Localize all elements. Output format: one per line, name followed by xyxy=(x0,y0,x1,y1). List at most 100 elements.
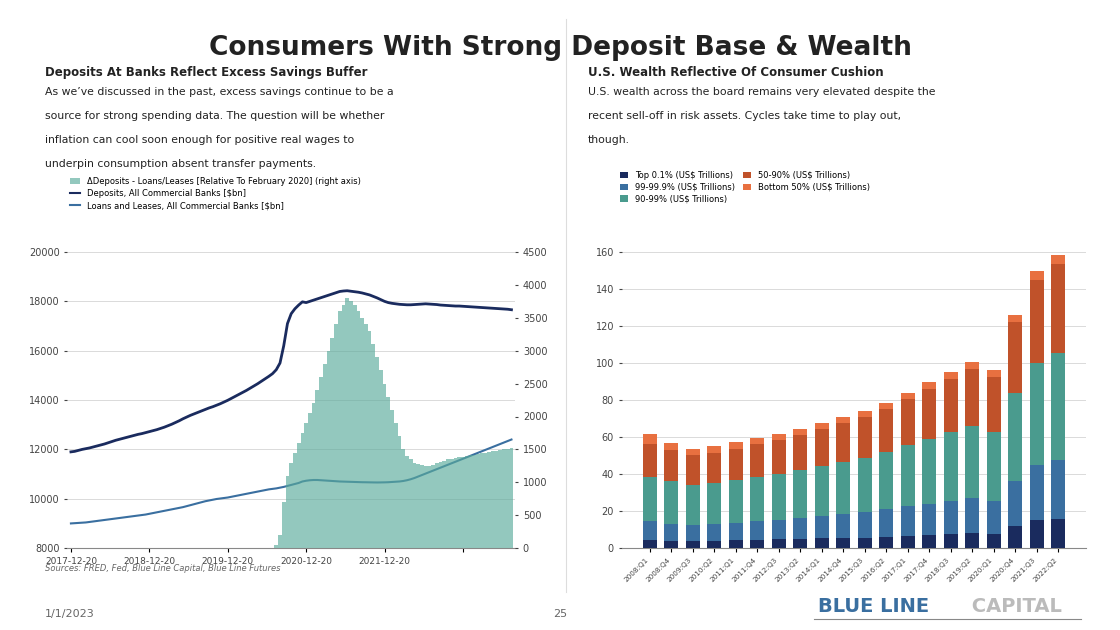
Bar xyxy=(1008,526,1023,548)
Bar xyxy=(308,413,311,548)
Bar xyxy=(510,448,513,548)
Bar xyxy=(420,465,423,548)
Bar xyxy=(837,416,850,423)
Bar xyxy=(793,518,808,539)
Text: inflation can cool soon enough for positive real wages to: inflation can cool soon enough for posit… xyxy=(45,135,354,145)
Text: Consumers With Strong Deposit Base & Wealth: Consumers With Strong Deposit Base & Wea… xyxy=(208,35,912,60)
Bar xyxy=(837,514,850,538)
Bar xyxy=(1029,363,1044,465)
Bar xyxy=(944,379,958,432)
Bar xyxy=(944,372,958,379)
Bar xyxy=(922,504,936,535)
Bar xyxy=(858,411,871,417)
Bar xyxy=(664,541,679,548)
Bar xyxy=(338,311,342,548)
Bar xyxy=(643,477,656,521)
Text: U.S. Wealth Reflective Of Consumer Cushion: U.S. Wealth Reflective Of Consumer Cushi… xyxy=(588,66,884,79)
Bar xyxy=(664,524,679,541)
Bar xyxy=(685,484,700,525)
Bar xyxy=(311,403,316,548)
Bar xyxy=(401,449,405,548)
Bar xyxy=(965,426,979,498)
Bar xyxy=(987,534,1001,548)
Bar xyxy=(922,389,936,439)
Bar xyxy=(286,476,289,548)
Bar xyxy=(643,444,656,477)
Bar xyxy=(664,481,679,524)
Bar xyxy=(750,521,764,540)
Bar xyxy=(278,535,282,548)
Bar xyxy=(707,541,721,548)
Bar xyxy=(502,449,506,548)
Bar xyxy=(772,434,786,440)
Bar xyxy=(685,541,700,548)
Bar xyxy=(922,439,936,504)
Bar xyxy=(707,483,721,524)
Bar xyxy=(858,417,871,458)
Bar xyxy=(837,462,850,514)
Bar xyxy=(879,537,894,548)
Legend: ΔDeposits - Loans/Leases [Relative To February 2020] (right axis), Deposits, All: ΔDeposits - Loans/Leases [Relative To Fe… xyxy=(67,173,364,214)
Bar xyxy=(944,501,958,534)
Text: CAPITAL: CAPITAL xyxy=(965,597,1062,616)
Bar xyxy=(900,392,915,399)
Text: 25: 25 xyxy=(553,609,567,619)
Bar xyxy=(468,455,473,548)
Bar xyxy=(274,545,278,548)
Bar xyxy=(900,445,915,507)
Bar xyxy=(858,537,871,548)
Bar xyxy=(1052,460,1065,519)
Bar xyxy=(814,516,829,538)
Bar xyxy=(729,541,743,548)
Bar xyxy=(412,462,417,548)
Text: though.: though. xyxy=(588,135,629,145)
Text: source for strong spending data. The question will be whether: source for strong spending data. The que… xyxy=(45,111,384,121)
Bar xyxy=(484,453,487,548)
Bar xyxy=(987,432,1001,501)
Bar xyxy=(750,540,764,548)
Bar xyxy=(837,538,850,548)
Bar xyxy=(356,311,361,548)
Bar xyxy=(379,370,383,548)
Bar xyxy=(965,498,979,533)
Bar xyxy=(495,450,498,548)
Bar xyxy=(793,429,808,435)
Bar xyxy=(293,453,297,548)
Bar xyxy=(965,533,979,548)
Bar xyxy=(1029,270,1044,280)
Bar xyxy=(506,449,510,548)
Bar xyxy=(435,463,439,548)
Bar xyxy=(772,474,786,520)
Bar xyxy=(473,455,476,548)
Bar xyxy=(814,466,829,516)
Bar xyxy=(965,369,979,426)
Bar xyxy=(772,539,786,548)
Bar xyxy=(454,458,457,548)
Bar xyxy=(793,435,808,471)
Bar xyxy=(685,525,700,541)
Bar xyxy=(814,538,829,548)
Bar xyxy=(375,357,379,548)
Text: recent sell-off in risk assets. Cycles take time to play out,: recent sell-off in risk assets. Cycles t… xyxy=(588,111,902,121)
Bar xyxy=(965,362,979,369)
Bar xyxy=(316,390,319,548)
Bar xyxy=(707,453,721,483)
Bar xyxy=(450,459,454,548)
Bar xyxy=(793,539,808,548)
Bar xyxy=(457,457,461,548)
Bar xyxy=(814,423,829,429)
Bar xyxy=(814,429,829,466)
Bar xyxy=(431,464,435,548)
Bar xyxy=(428,466,431,548)
Bar xyxy=(729,480,743,523)
Bar xyxy=(879,403,894,410)
Bar xyxy=(707,446,721,453)
Bar xyxy=(1052,353,1065,460)
Bar xyxy=(305,423,308,548)
Text: As we’ve discussed in the past, excess savings continue to be a: As we’ve discussed in the past, excess s… xyxy=(45,87,393,97)
Bar xyxy=(479,454,484,548)
Bar xyxy=(361,318,364,548)
Bar xyxy=(386,397,390,548)
Bar xyxy=(707,524,721,541)
Bar xyxy=(944,432,958,501)
